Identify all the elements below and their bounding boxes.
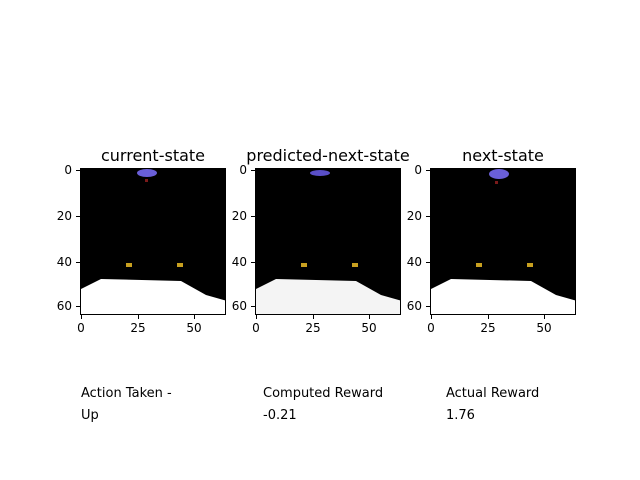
x-tick-label: 50 bbox=[361, 321, 377, 335]
x-tick-mark bbox=[313, 315, 314, 319]
y-tick-mark bbox=[251, 216, 255, 217]
x-tick-label: 0 bbox=[252, 321, 260, 335]
y-tick-label: 40 bbox=[231, 255, 247, 269]
predicted-next-state-image bbox=[255, 168, 401, 315]
computed-reward-value: -0.21 bbox=[263, 408, 297, 423]
y-tick-mark bbox=[426, 306, 430, 307]
action-label: Action Taken - bbox=[81, 386, 172, 401]
y-tick-mark bbox=[251, 306, 255, 307]
panel-title-predicted-next-state: predicted-next-state bbox=[246, 146, 410, 165]
actual-reward-value: 1.76 bbox=[446, 408, 475, 423]
y-tick-mark bbox=[76, 170, 80, 171]
ground-shape bbox=[81, 279, 225, 314]
x-tick-label: 50 bbox=[186, 321, 202, 335]
flag-icon bbox=[527, 263, 533, 267]
y-tick-mark bbox=[426, 262, 430, 263]
x-tick-label: 25 bbox=[305, 321, 321, 335]
y-tick-mark bbox=[251, 262, 255, 263]
y-tick-mark bbox=[76, 216, 80, 217]
y-tick-mark bbox=[76, 262, 80, 263]
x-tick-label: 50 bbox=[536, 321, 552, 335]
action-info: Action Taken - Up bbox=[81, 383, 172, 427]
y-tick-label: 0 bbox=[64, 163, 72, 177]
y-tick-mark bbox=[426, 170, 430, 171]
y-tick-mark bbox=[426, 216, 430, 217]
x-tick-label: 0 bbox=[77, 321, 85, 335]
sprite-icon bbox=[310, 170, 330, 176]
y-tick-label: 40 bbox=[56, 255, 72, 269]
panel-title-current-state: current-state bbox=[100, 146, 206, 165]
sprite-icon bbox=[489, 169, 509, 179]
x-tick-mark bbox=[488, 315, 489, 319]
y-tick-label: 60 bbox=[406, 299, 422, 313]
x-tick-label: 0 bbox=[427, 321, 435, 335]
y-tick-label: 40 bbox=[406, 255, 422, 269]
x-tick-mark bbox=[431, 315, 432, 319]
y-tick-mark bbox=[76, 306, 80, 307]
y-tick-label: 20 bbox=[406, 209, 422, 223]
panel-title-next-state: next-state bbox=[462, 146, 544, 165]
actual-reward-label: Actual Reward bbox=[446, 386, 540, 401]
y-tick-label: 0 bbox=[414, 163, 422, 177]
flag-icon bbox=[352, 263, 358, 267]
y-tick-label: 20 bbox=[231, 209, 247, 223]
next-state-image bbox=[430, 168, 576, 315]
y-tick-label: 20 bbox=[56, 209, 72, 223]
x-tick-mark bbox=[194, 315, 195, 319]
y-tick-mark bbox=[251, 170, 255, 171]
x-tick-label: 25 bbox=[130, 321, 146, 335]
y-tick-label: 60 bbox=[231, 299, 247, 313]
computed-reward-label: Computed Reward bbox=[263, 386, 384, 401]
flag-icon bbox=[126, 263, 132, 267]
x-tick-mark bbox=[256, 315, 257, 319]
y-tick-label: 60 bbox=[56, 299, 72, 313]
ground-shape bbox=[256, 279, 400, 314]
x-tick-label: 25 bbox=[480, 321, 496, 335]
y-tick-label: 0 bbox=[239, 163, 247, 177]
actual-reward-info: Actual Reward 1.76 bbox=[446, 383, 539, 427]
x-tick-mark bbox=[81, 315, 82, 319]
ground-shape bbox=[431, 279, 575, 314]
flag-icon bbox=[301, 263, 307, 267]
x-tick-mark bbox=[369, 315, 370, 319]
flag-icon bbox=[476, 263, 482, 267]
x-tick-mark bbox=[544, 315, 545, 319]
x-tick-mark bbox=[138, 315, 139, 319]
flag-icon bbox=[177, 263, 183, 267]
sprite-icon bbox=[137, 169, 157, 177]
action-value: Up bbox=[81, 408, 99, 423]
computed-reward-info: Computed Reward -0.21 bbox=[263, 383, 383, 427]
current-state-image bbox=[80, 168, 226, 315]
